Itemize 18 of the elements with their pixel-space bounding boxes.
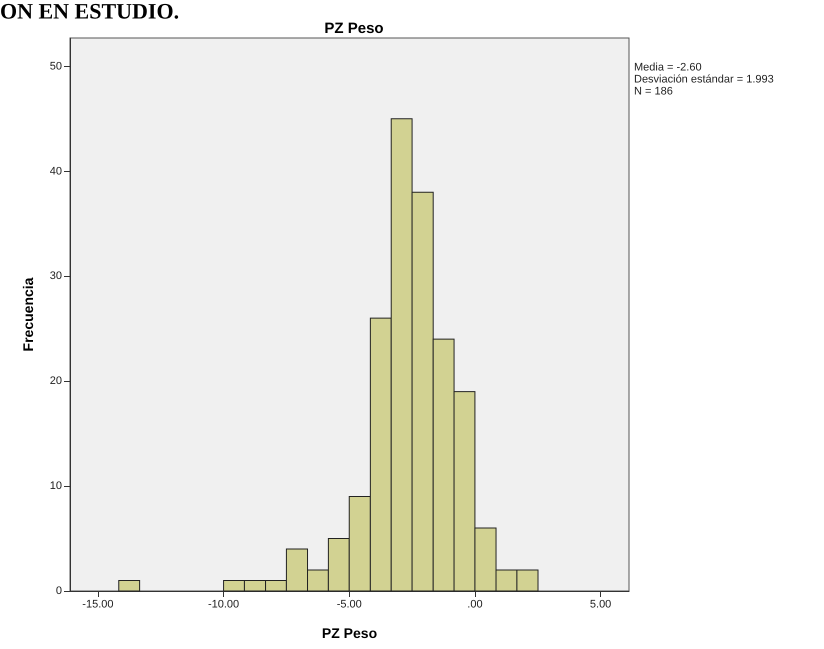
text: ON EN ESTUDIO.: [0, 0, 180, 24]
text: Media = -2.60: [634, 62, 702, 74]
y-tick-label: 0: [56, 585, 62, 597]
y-tick-label: 30: [50, 270, 62, 282]
y-tick-label: 10: [50, 480, 62, 492]
x-tick-label: -15.00: [82, 598, 114, 610]
x-tick-label: 5.00: [590, 598, 612, 610]
x-axis-title: PZ Peso: [322, 625, 378, 641]
y-tick-label: 40: [50, 165, 62, 178]
x-tick-label: -5.00: [336, 598, 362, 610]
y-axis-title: Frecuencia: [20, 277, 36, 352]
text: Desviación estándar = 1.993: [634, 74, 774, 86]
x-tick-label: -10.00: [208, 598, 240, 610]
y-tick-label: 50: [50, 60, 62, 72]
x-tick-label: .00: [467, 598, 483, 610]
y-tick-label: 20: [50, 375, 62, 388]
chart-title: PZ Peso: [324, 20, 384, 37]
text: N = 186: [634, 86, 673, 98]
